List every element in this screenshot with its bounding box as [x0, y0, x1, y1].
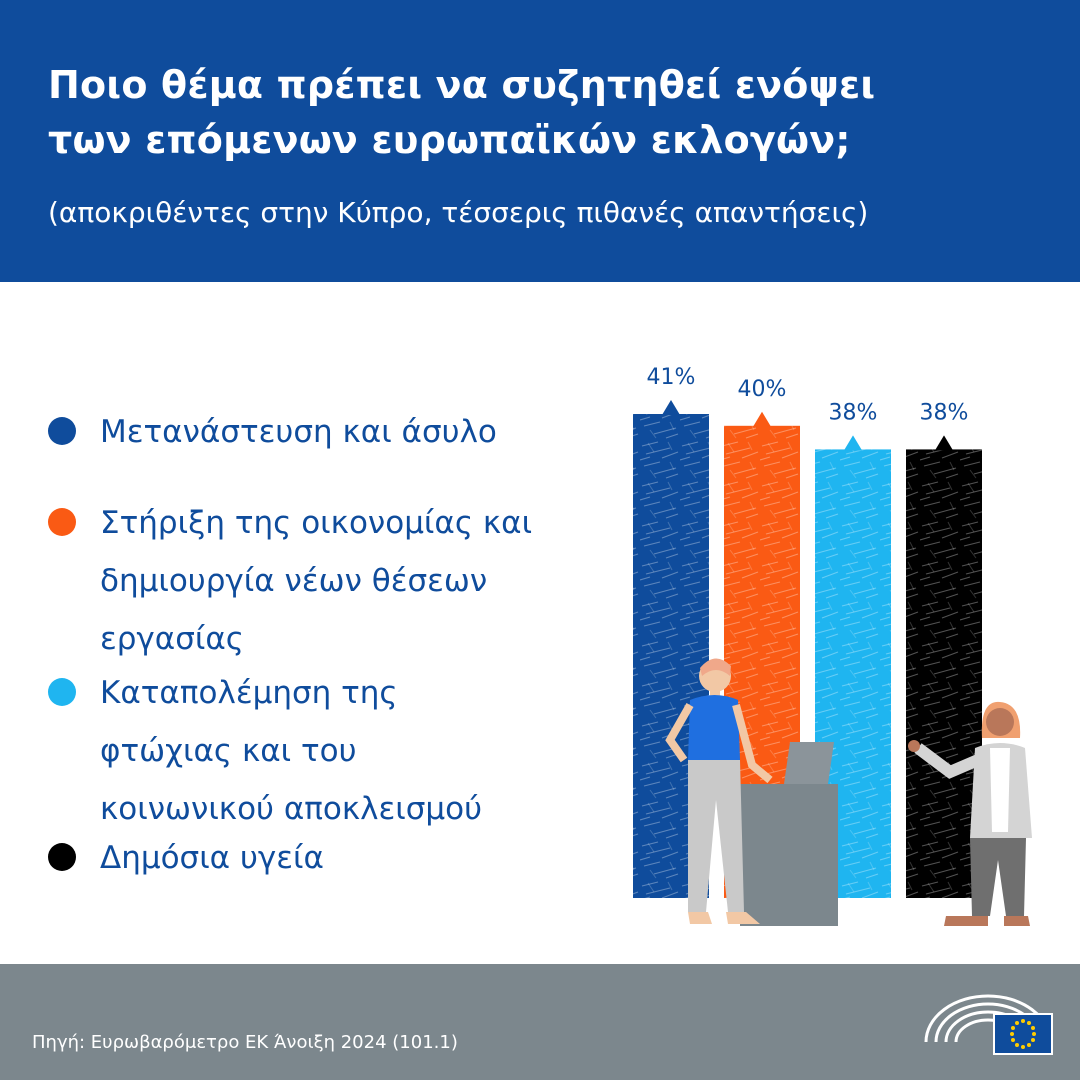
shirt-shape — [688, 695, 740, 760]
presenter-head — [986, 708, 1014, 736]
arm-right — [732, 703, 773, 784]
bar-texture-4 — [906, 449, 982, 898]
footer-bar — [0, 964, 1080, 1080]
presenter-shoe-left — [944, 916, 988, 926]
bar-value-label-4: 38% — [920, 400, 969, 425]
laptop-shape — [784, 742, 834, 784]
presenter-shoe-right — [1004, 916, 1030, 926]
presenter-shirt — [990, 748, 1010, 832]
legend-label-health: Δημόσια υγεία — [100, 829, 324, 887]
legend-label-poverty: Καταπολέμηση της φτώχιας και του κοινωνι… — [100, 664, 482, 838]
bar-pointer-3 — [844, 435, 862, 451]
source-note: Πηγή: Ευρωβαρόμετρο ΕΚ Άνοιξη 2024 (101.… — [32, 1032, 458, 1053]
trousers-shape — [688, 760, 744, 912]
legend-line: Μετανάστευση και άσυλο — [100, 414, 497, 450]
legend-dot-economy — [48, 508, 76, 536]
legend-line: Στήριξη της οικονομίας και — [100, 505, 533, 541]
legend-line: φτώχιας και του — [100, 733, 357, 769]
header-banner: Ποιο θέμα πρέπει να συζητηθεί ενόψει των… — [0, 0, 1080, 282]
hair-shape — [700, 658, 731, 676]
legend-label-economy: Στήριξη της οικονομίας και δημιουργία νέ… — [100, 494, 532, 668]
legend-line: δημιουργία νέων θέσεων — [100, 563, 488, 599]
shoe-left — [688, 912, 712, 924]
desk-shape — [740, 784, 838, 926]
legend-line: κοινωνικού αποκλεισμού — [100, 791, 483, 827]
legend-label-migration: Μετανάστευση και άσυλο — [100, 403, 497, 461]
legend-dot-poverty — [48, 678, 76, 706]
page-subtitle: (αποκριθέντες στην Κύπρο, τέσσερις πιθαν… — [48, 196, 869, 229]
legend-dot-migration — [48, 417, 76, 445]
bar-value-label-1: 41% — [647, 365, 696, 390]
european-parliament-logo-icon — [924, 994, 1053, 1055]
presenter-trousers — [970, 838, 1026, 916]
bar-pointer-2 — [753, 411, 771, 427]
legend-dot-health — [48, 843, 76, 871]
woman-at-desk-illustration — [665, 658, 838, 926]
arm-left — [665, 703, 694, 763]
presenter-illustration — [908, 701, 1032, 926]
presenter-hand — [908, 740, 920, 752]
shoe-right — [726, 912, 760, 924]
bar-pointer-1 — [662, 400, 680, 415]
title-line-1: Ποιο θέμα πρέπει να συζητηθεί ενόψει — [48, 63, 876, 107]
presenter-arm — [914, 743, 981, 779]
legend-line: Δημόσια υγεία — [100, 840, 324, 876]
title-line-2: των επόμενων ευρωπαϊκών εκλογών; — [48, 118, 851, 162]
legend-line: εργασίας — [100, 621, 244, 657]
bar-pointer-4 — [935, 435, 953, 451]
eu-stars-icon — [1010, 1019, 1036, 1049]
bar-value-label-3: 38% — [829, 400, 878, 425]
bar-value-label-2: 40% — [738, 377, 787, 402]
legend-line: Καταπολέμηση της — [100, 675, 398, 711]
page-title: Ποιο θέμα πρέπει να συζητηθεί ενόψει των… — [48, 58, 875, 168]
